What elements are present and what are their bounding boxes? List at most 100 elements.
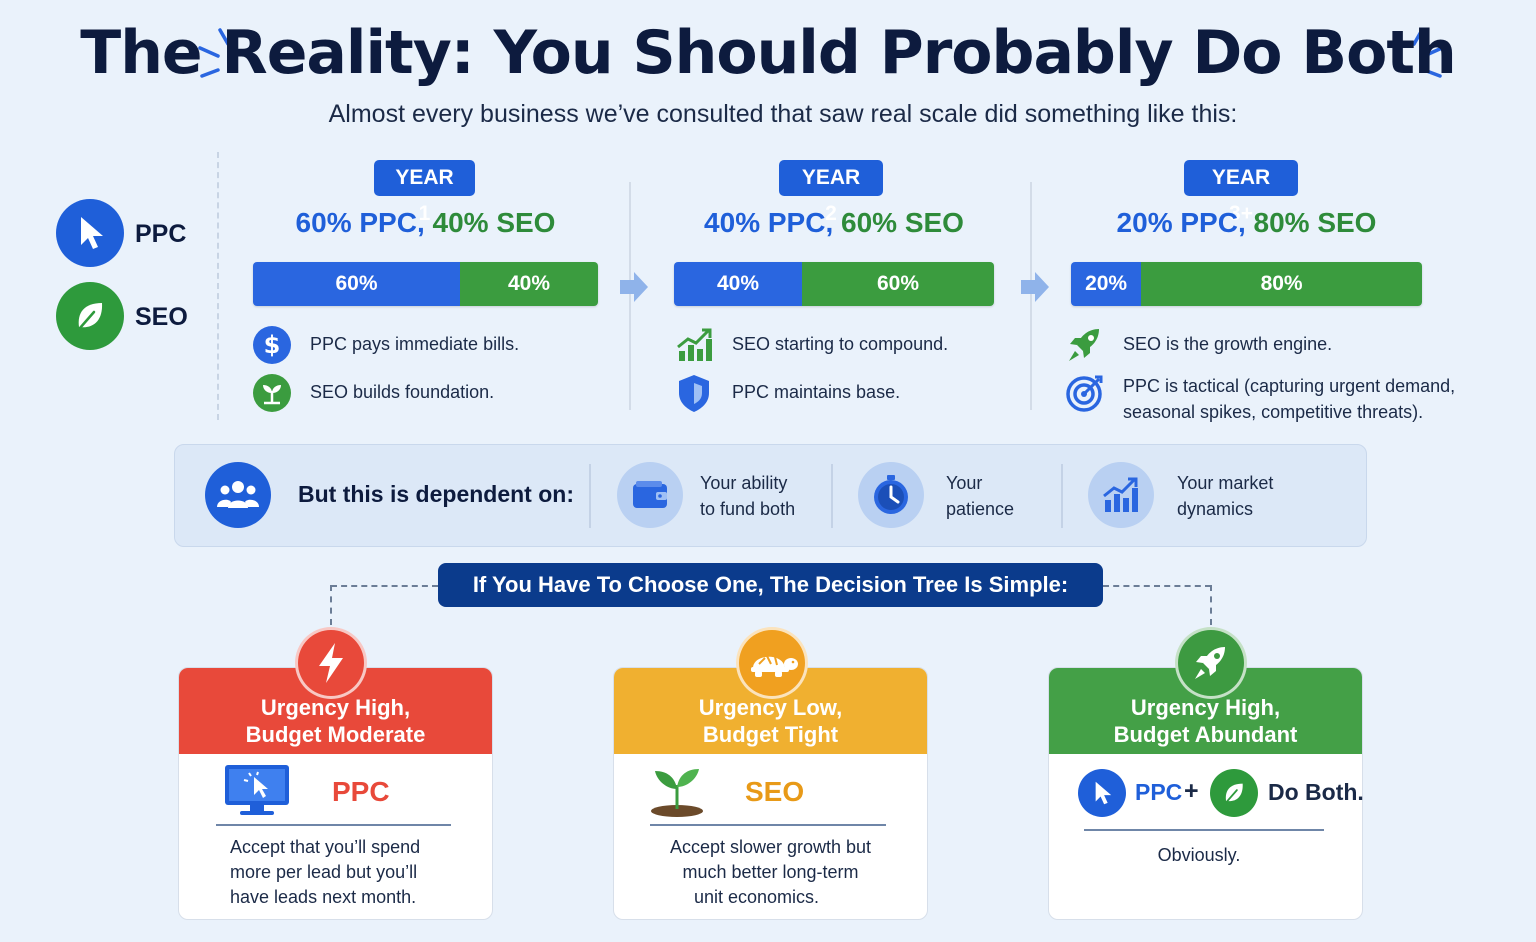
- dependency-item-market-line-2: dynamics: [1177, 499, 1254, 519]
- year-divider-2: [1030, 182, 1032, 410]
- cursor-icon: [1078, 769, 1126, 817]
- seo-legend-icon: [56, 282, 124, 350]
- dependency-item-patience: Your patience: [946, 470, 1014, 522]
- decision-card-seo-desc-line: unit economics.: [693, 887, 820, 907]
- decision-card-ppc-desc-line: more per lead but you’ll: [230, 862, 418, 882]
- year-3-point-1-text: SEO is the growth engine.: [1123, 334, 1333, 354]
- computer-cursor-icon: [225, 765, 289, 815]
- dependency-title: But this is dependent on:: [298, 481, 574, 507]
- decision-card-ppc-divider: [216, 824, 451, 826]
- decision-card-both-plus: +: [1184, 777, 1199, 805]
- decision-card-seo-desc: Accept slower growth but much better lon…: [613, 835, 928, 910]
- year-3-point-1: SEO is the growth engine.: [1065, 325, 1332, 365]
- page-title: The Reality: You Should Probably Do Both: [80, 18, 1456, 88]
- year-2-point-1-text: SEO starting to compound.: [732, 334, 949, 354]
- svg-text:$: $: [264, 331, 281, 359]
- rocket-icon: [1065, 325, 1105, 365]
- turtle-icon: [736, 627, 808, 699]
- dependency-item-market: Your market dynamics: [1177, 470, 1273, 522]
- year-1-ppc-segment: 60%: [253, 262, 460, 306]
- year-3-point-2-line-2: seasonal spikes, competitive threats).: [1123, 402, 1424, 422]
- year-3-ratio: 20% PPC, 80% SEO: [1071, 207, 1422, 239]
- year-2-seo-text: 60% SEO: [841, 207, 964, 238]
- decision-card-seo-choice: SEO: [745, 776, 805, 807]
- year-2-point-1: SEO starting to compound.: [674, 325, 948, 365]
- decision-card-both-desc-line: Obviously.: [1157, 845, 1241, 865]
- dependency-separator: [589, 464, 591, 528]
- year-1-point-1: $ PPC pays immediate bills.: [252, 325, 519, 365]
- year-3-split-bar: 20% 80%: [1071, 262, 1422, 306]
- lightning-icon: [295, 627, 367, 699]
- dependency-item-patience-line-2: patience: [946, 499, 1015, 519]
- year-1-point-2: SEO builds foundation.: [252, 373, 494, 413]
- spark-right-icon: [1412, 28, 1444, 78]
- decision-card-both-head-line-1: Urgency High,: [1130, 695, 1281, 720]
- people-icon: [205, 462, 271, 528]
- decision-card-seo-head-line-2: Budget Tight: [702, 722, 839, 747]
- decision-card-both-choice: Do Both.: [1268, 779, 1364, 805]
- year-3-ppc-text: 20% PPC,: [1116, 207, 1246, 238]
- dependency-separator: [831, 464, 833, 528]
- year-1-seo-text: 40% SEO: [432, 207, 556, 238]
- leaf-icon: [78, 303, 103, 330]
- page-subtitle: Almost every business we’ve consulted th…: [328, 100, 1238, 128]
- year-3-ppc-segment: 20%: [1071, 262, 1142, 306]
- year-3-seo-segment: 80%: [1141, 262, 1422, 306]
- decision-card-both-divider: [1084, 829, 1324, 831]
- decision-tree-banner: If You Have To Choose One, The Decision …: [438, 563, 1103, 607]
- year-2-ppc-text: 40% PPC,: [704, 207, 834, 238]
- dependency-separator: [1061, 464, 1063, 528]
- wallet-icon: [617, 462, 683, 528]
- clock-icon: [858, 462, 924, 528]
- ppc-legend-icon: [56, 199, 124, 267]
- year-3-point-2-line-1: PPC is tactical (capturing urgent demand…: [1123, 376, 1456, 396]
- decision-card-ppc-choice: PPC: [332, 776, 390, 807]
- dependency-item-funding: Your ability to fund both: [700, 470, 795, 522]
- dependency-item-patience-line-1: Your: [946, 473, 983, 493]
- year-1-ratio: 60% PPC, 40% SEO: [253, 207, 598, 239]
- decision-card-both-ppc: PPC: [1135, 779, 1183, 805]
- year-1-badge: YEAR 1: [374, 160, 475, 225]
- decision-card-seo: Urgency Low, Budget Tight: [613, 667, 928, 920]
- seedling-icon: [651, 769, 703, 817]
- tree-connector-right: [1103, 585, 1211, 587]
- year-3-seo-text: 80% SEO: [1253, 207, 1377, 238]
- dependency-item-funding-line-1: Your ability: [700, 473, 788, 493]
- decision-card-both-desc: Obviously.: [1048, 843, 1350, 868]
- dependency-panel: [174, 444, 1367, 547]
- spark-left-icon: [198, 28, 230, 78]
- year-2-point-2-text: PPC maintains base.: [732, 382, 901, 402]
- legend-divider: [217, 152, 219, 420]
- year-2-badge: YEAR 2: [779, 160, 883, 225]
- shield-icon: [674, 373, 714, 413]
- tree-connector-left-drop: [330, 585, 332, 625]
- decision-card-ppc-head-line-1: Urgency High,: [260, 695, 411, 720]
- dependency-item-market-line-1: Your market: [1177, 473, 1274, 493]
- decision-card-ppc-desc-line: Accept that you’ll spend: [230, 837, 421, 857]
- year-1-point-2-text: SEO builds foundation.: [310, 382, 495, 402]
- year-1-split-bar: 60% 40%: [253, 262, 598, 306]
- rocket-icon: [1175, 627, 1247, 699]
- decision-card-seo-head-line-1: Urgency Low,: [698, 695, 843, 720]
- year-2-seo-segment: 60%: [802, 262, 994, 306]
- decision-card-ppc-desc: Accept that you’ll spend more per lead b…: [230, 835, 420, 910]
- dependency-item-funding-line-2: to fund both: [700, 499, 796, 519]
- year-1-seo-segment: 40%: [460, 262, 598, 306]
- ppc-legend-label: PPC: [135, 220, 187, 248]
- year-3-point-2: PPC is tactical (capturing urgent demand…: [1065, 373, 1455, 425]
- leaf-icon: [1210, 769, 1258, 817]
- year-1-point-1-text: PPC pays immediate bills.: [310, 334, 520, 354]
- dollar-icon: $: [252, 325, 292, 365]
- year-divider-1: [629, 182, 631, 410]
- decision-card-ppc-desc-line: have leads next month.: [230, 887, 417, 907]
- arrow-right-icon: [1021, 272, 1049, 302]
- growth-chart-icon: [674, 325, 714, 365]
- tree-connector-left: [331, 585, 438, 587]
- market-chart-icon: [1088, 462, 1154, 528]
- arrow-right-icon: [620, 272, 648, 302]
- year-3-badge: YEAR 3+: [1184, 160, 1298, 225]
- decision-card-seo-desc-line: Accept slower growth but: [669, 837, 872, 857]
- year-2-point-2: PPC maintains base.: [674, 373, 900, 413]
- year-2-ppc-segment: 40%: [674, 262, 802, 306]
- year-2-ratio: 40% PPC, 60% SEO: [674, 207, 994, 239]
